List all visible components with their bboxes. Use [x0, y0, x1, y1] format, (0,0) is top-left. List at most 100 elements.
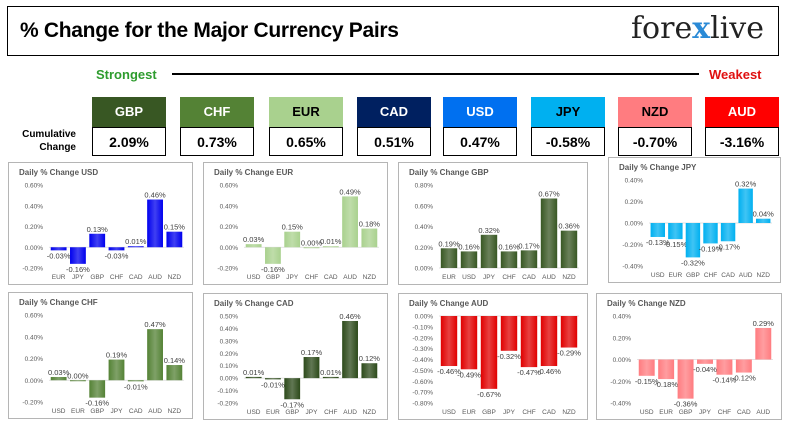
x-tick-label: JPY: [72, 274, 85, 281]
data-label: 0.36%: [558, 222, 580, 231]
y-tick-label: -0.10%: [412, 324, 433, 331]
currency-code: EUR: [269, 97, 343, 127]
data-label: -0.17%: [280, 400, 304, 409]
y-tick-label: -0.40%: [610, 401, 631, 408]
y-tick-label: -0.20%: [412, 335, 433, 342]
x-tick-label: GBP: [679, 409, 693, 416]
x-tick-label: NZD: [363, 409, 377, 416]
bar-chf: [703, 223, 718, 244]
currency-code: AUD: [705, 97, 779, 127]
chart-panel-3: Daily % Change JPY -0.40% -0.20% 0.00% 0.20%…: [608, 157, 781, 283]
bar-jpy: [70, 247, 86, 264]
bar-gbp: [480, 316, 498, 389]
x-tick-label: EUR: [659, 409, 673, 416]
data-label: -0.14%: [713, 376, 737, 385]
x-tick-label: AUD: [343, 409, 357, 416]
data-label: 0.13%: [87, 225, 109, 234]
data-label: -0.03%: [105, 251, 129, 260]
bar-chart: -0.20% 0.00% 0.20% 0.40% 0.60% -0.03% EUR-0.16…: [22, 183, 185, 282]
x-tick-label: CHF: [324, 409, 337, 416]
chart-title: Daily % Change GBP: [409, 168, 489, 177]
chart-title: Daily % Change CHF: [19, 298, 98, 307]
chart-title: Daily % Change USD: [19, 168, 99, 177]
currency-box-chf: CHF 0.73%: [180, 97, 254, 157]
bar-usd: [650, 223, 665, 237]
x-tick-label: CHF: [522, 409, 535, 416]
y-tick-label: -0.70%: [412, 390, 433, 397]
y-tick-label: -0.40%: [412, 357, 433, 364]
cumulative-change-value: -0.70%: [618, 127, 692, 156]
data-label: -0.15%: [635, 377, 659, 386]
forexlive-logo: forexlive: [630, 11, 764, 46]
currency-code: CAD: [357, 97, 431, 127]
bar-aud: [147, 329, 163, 381]
bar-jpy: [108, 359, 125, 381]
data-label: 0.01%: [320, 237, 342, 246]
bar-nzd: [166, 231, 183, 248]
data-label: -0.46%: [537, 367, 561, 376]
currency-code: NZD: [618, 97, 692, 127]
x-tick-label: CAD: [721, 272, 735, 279]
y-tick-label: 0.00%: [25, 378, 44, 385]
x-tick-label: USD: [651, 272, 665, 279]
x-tick-label: JPY: [286, 274, 299, 281]
data-label: -0.13%: [646, 238, 670, 247]
bar-usd: [245, 244, 262, 248]
x-tick-label: USD: [442, 409, 456, 416]
y-tick-label: 0.00%: [220, 376, 239, 383]
bar-nzd: [361, 363, 378, 379]
data-label: 0.47%: [144, 320, 166, 329]
cumulative-change-label: Cumulative Change: [22, 129, 76, 153]
cumulative-change-value: 0.65%: [269, 127, 343, 156]
cumulative-change-value: 0.73%: [180, 127, 254, 156]
bar-nzd: [560, 230, 578, 268]
bar-chart: -0.40% -0.20% 0.00% 0.20% 0.40% -0.13% USD -0.1…: [622, 178, 774, 280]
y-tick-label: 0.00%: [25, 245, 44, 252]
x-tick-label: GBP: [90, 274, 104, 281]
bar-eur: [265, 378, 281, 380]
chart-panel-1: Daily % Change EUR -0.20% 0.00% 0.20% 0.40% 0…: [203, 162, 388, 285]
data-label: 0.32%: [735, 180, 757, 189]
bar-gbp: [284, 378, 301, 400]
data-label: -0.32%: [681, 258, 705, 267]
data-label: -0.12%: [732, 374, 756, 383]
y-tick-label: 0.40%: [220, 326, 239, 333]
currency-box-eur: EUR 0.65%: [269, 97, 343, 157]
y-tick-label: 0.60%: [220, 183, 239, 190]
data-label: 0.17%: [518, 241, 540, 250]
y-tick-label: -0.50%: [412, 368, 433, 375]
header-box: % Change for the Major Currency Pairs fo…: [7, 6, 779, 56]
data-label: -0.19%: [699, 244, 723, 253]
x-tick-label: EUR: [442, 274, 456, 281]
y-tick-label: 0.20%: [625, 199, 644, 206]
y-tick-label: -0.20%: [217, 266, 238, 273]
y-tick-label: 0.10%: [220, 363, 239, 370]
y-tick-label: 0.40%: [625, 178, 644, 185]
cumulative-change-value: -0.58%: [531, 127, 605, 156]
bar-gbp: [89, 233, 106, 248]
x-tick-label: NZD: [562, 409, 576, 416]
x-tick-label: CHF: [305, 274, 318, 281]
cumulative-change-value: 0.51%: [357, 127, 431, 156]
x-tick-label: GBP: [686, 272, 700, 279]
x-tick-label: EUR: [52, 274, 66, 281]
x-tick-label: EUR: [266, 409, 280, 416]
y-tick-label: 0.40%: [25, 334, 44, 341]
currency-code: GBP: [92, 97, 166, 127]
y-tick-label: -0.40%: [622, 264, 643, 271]
strength-arrow-line: [172, 73, 699, 75]
data-label: -0.67%: [477, 390, 501, 399]
x-tick-label: NZD: [363, 274, 377, 281]
y-tick-label: 0.30%: [220, 338, 239, 345]
x-tick-label: CAD: [129, 274, 143, 281]
bar-gbp: [89, 380, 106, 398]
bar-cad: [720, 223, 736, 242]
cumulative-change-value: -3.16%: [705, 127, 779, 156]
bar-aud: [342, 196, 358, 248]
bar-eur: [50, 247, 67, 251]
currency-code: JPY: [531, 97, 605, 127]
y-tick-label: 0.00%: [625, 221, 644, 228]
data-label: -0.16%: [85, 399, 109, 408]
bar-chf: [108, 247, 125, 251]
data-label: -0.47%: [517, 368, 541, 377]
